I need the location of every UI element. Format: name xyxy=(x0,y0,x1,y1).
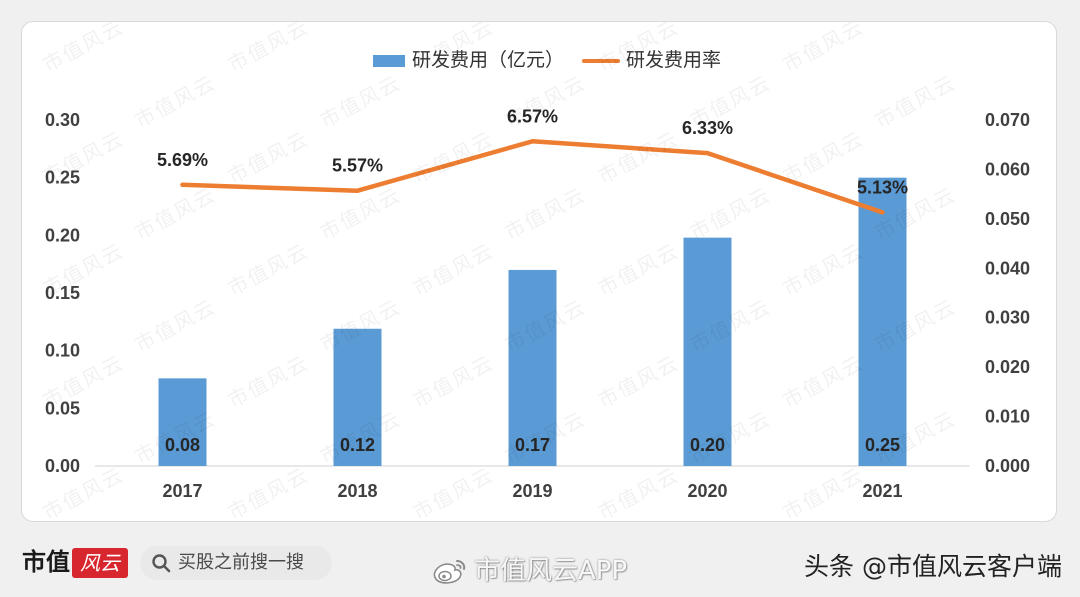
weibo-watermark-text: 市值风云APP xyxy=(474,556,628,586)
x-tick-label: 2021 xyxy=(862,481,902,501)
bar-data-label: 0.12 xyxy=(340,435,375,455)
y-left-tick-label: 0.25 xyxy=(45,168,80,188)
y-right-tick-label: 0.000 xyxy=(985,456,1030,476)
x-tick-label: 2020 xyxy=(687,481,727,501)
rate-point-2019 xyxy=(530,139,535,144)
x-tick-label: 2019 xyxy=(512,481,552,501)
y-right-tick-label: 0.050 xyxy=(985,209,1030,229)
bar-2018 xyxy=(333,328,382,466)
bar-2020 xyxy=(683,237,732,466)
y-left-tick-label: 0.30 xyxy=(45,110,80,130)
bar-data-label: 0.17 xyxy=(515,435,550,455)
rate-point-2020 xyxy=(705,151,710,156)
legend-swatch-bar xyxy=(373,55,405,67)
rate-data-label: 5.57% xyxy=(332,156,383,176)
rate-point-2017 xyxy=(180,182,185,187)
y-left-tick-label: 0.05 xyxy=(45,398,80,418)
x-tick-label: 2018 xyxy=(337,481,377,501)
y-left-tick-label: 0.15 xyxy=(45,283,80,303)
rate-data-label: 5.69% xyxy=(157,150,208,170)
rate-data-label: 6.33% xyxy=(682,118,733,138)
bar-data-label: 0.20 xyxy=(690,435,725,455)
y-right-tick-label: 0.060 xyxy=(985,159,1030,179)
search-placeholder: 买股之前搜一搜 xyxy=(178,552,304,573)
source-attribution: 头条 @市值风云客户端 xyxy=(804,552,1062,581)
y-right-tick-label: 0.070 xyxy=(985,110,1030,130)
y-right-tick-label: 0.020 xyxy=(985,357,1030,377)
x-tick-label: 2017 xyxy=(162,481,202,501)
bar-data-label: 0.25 xyxy=(865,435,900,455)
legend-swatch-line xyxy=(582,59,620,63)
y-left-tick-label: 0.00 xyxy=(45,456,80,476)
weibo-icon xyxy=(433,560,466,584)
search-box[interactable]: 买股之前搜一搜 xyxy=(140,546,332,580)
legend-item-rd-rate: 研发费用率 xyxy=(582,49,722,73)
y-right-tick-label: 0.040 xyxy=(985,258,1030,278)
bar-2017 xyxy=(158,378,207,466)
legend-item-rd-expense: 研发费用（亿元） xyxy=(373,49,573,73)
bar-data-label: 0.08 xyxy=(165,435,200,455)
search-icon xyxy=(152,554,171,573)
logo-text: 市值 xyxy=(22,548,70,576)
bar-2021 xyxy=(858,177,907,466)
rate-data-label: 6.57% xyxy=(507,106,558,126)
rate-point-2021 xyxy=(880,210,885,215)
y-right-tick-label: 0.030 xyxy=(985,308,1030,328)
logo-badge: 风云 xyxy=(72,548,128,578)
bar-2019 xyxy=(508,269,557,466)
rate-line xyxy=(180,139,885,215)
rate-data-label: 5.13% xyxy=(857,177,908,197)
rate-point-2018 xyxy=(355,188,360,193)
legend-label-rd-rate: 研发费用率 xyxy=(626,50,722,71)
y-left-tick-label: 0.20 xyxy=(45,225,80,245)
legend-label-rd-expense: 研发费用（亿元） xyxy=(412,50,565,71)
y-right-tick-label: 0.010 xyxy=(985,407,1030,427)
y-left-tick-label: 0.10 xyxy=(45,341,80,361)
